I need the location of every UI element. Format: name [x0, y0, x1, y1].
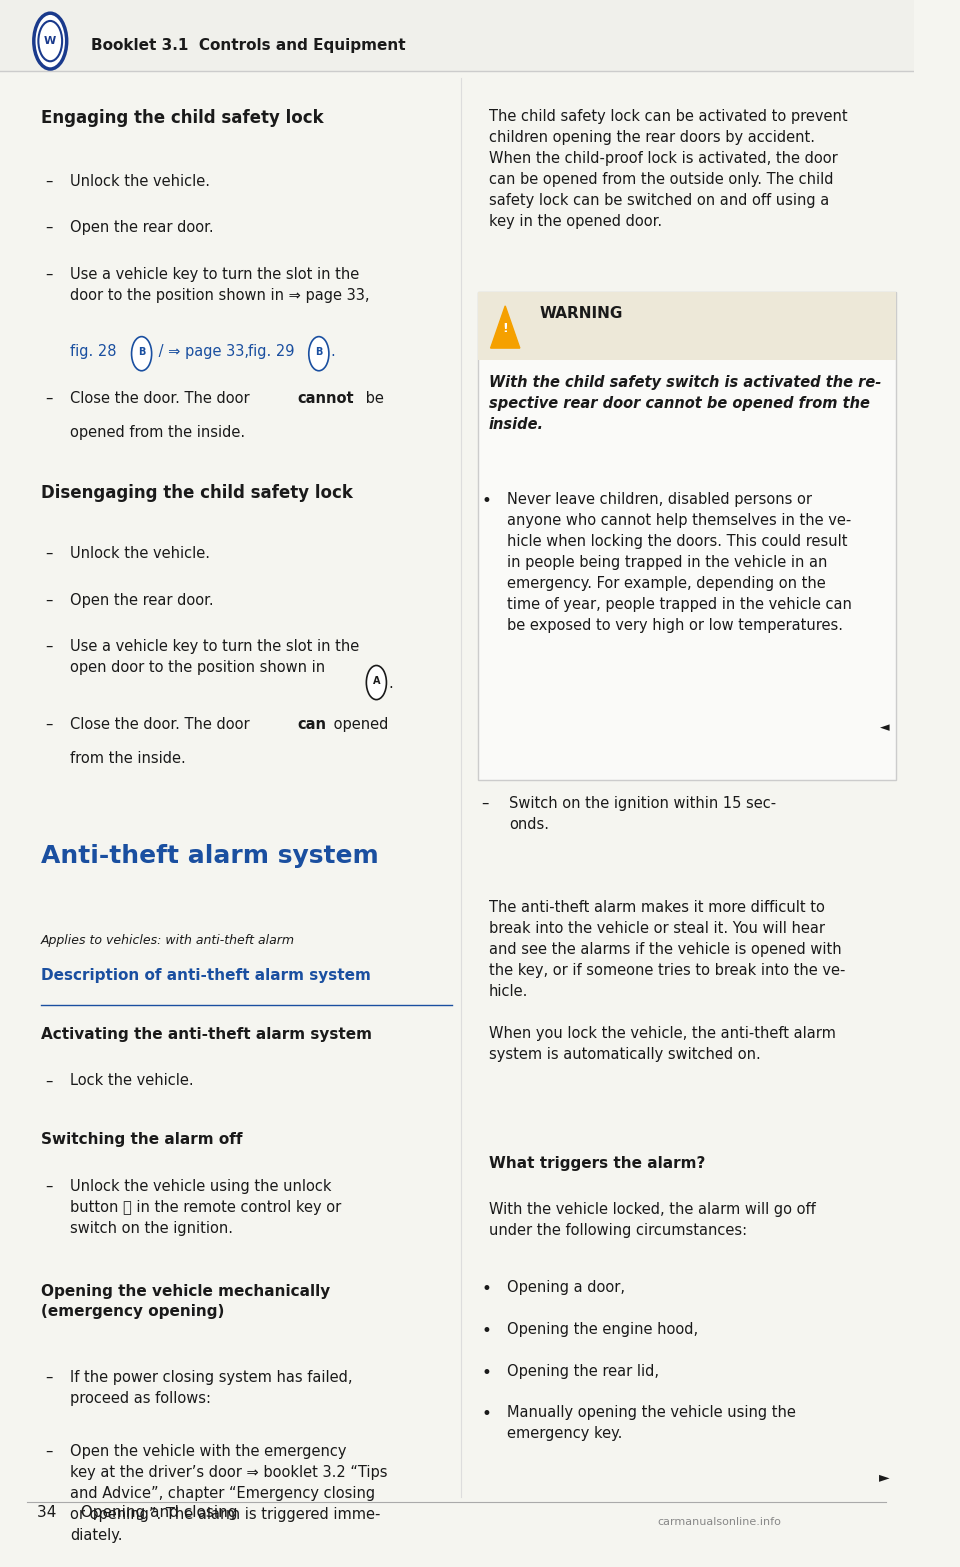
Text: Close the door. The door: Close the door. The door — [70, 390, 254, 406]
Text: opened: opened — [329, 716, 388, 732]
Text: Anti-theft alarm system: Anti-theft alarm system — [41, 845, 379, 868]
Text: Switching the alarm off: Switching the alarm off — [41, 1133, 243, 1147]
Text: Unlock the vehicle.: Unlock the vehicle. — [70, 545, 210, 561]
Text: If the power closing system has failed,
proceed as follows:: If the power closing system has failed, … — [70, 1370, 353, 1406]
Text: –: – — [46, 592, 53, 608]
Text: ►: ► — [878, 1470, 890, 1484]
Text: Open the rear door.: Open the rear door. — [70, 592, 214, 608]
Text: Applies to vehicles: with anti-theft alarm: Applies to vehicles: with anti-theft ala… — [41, 934, 295, 946]
Text: Activating the anti-theft alarm system: Activating the anti-theft alarm system — [41, 1026, 372, 1042]
FancyBboxPatch shape — [478, 291, 897, 360]
Text: •: • — [482, 1321, 492, 1340]
Text: –: – — [46, 174, 53, 188]
Text: What triggers the alarm?: What triggers the alarm? — [489, 1156, 706, 1171]
Circle shape — [132, 337, 152, 371]
Text: B: B — [315, 348, 323, 357]
Text: –: – — [46, 266, 53, 282]
Circle shape — [309, 337, 329, 371]
Text: .: . — [330, 345, 335, 359]
Circle shape — [367, 666, 387, 699]
Text: Opening the rear lid,: Opening the rear lid, — [507, 1363, 659, 1379]
Text: –: – — [46, 1178, 53, 1194]
Text: •: • — [482, 1406, 492, 1423]
Text: fig. 28: fig. 28 — [70, 345, 122, 359]
Text: Never leave children, disabled persons or
anyone who cannot help themselves in t: Never leave children, disabled persons o… — [507, 492, 852, 633]
Text: –: – — [46, 221, 53, 235]
Text: 34     Opening and closing: 34 Opening and closing — [36, 1504, 237, 1520]
Text: With the vehicle locked, the alarm will go off
under the following circumstances: With the vehicle locked, the alarm will … — [489, 1202, 815, 1238]
Polygon shape — [491, 306, 519, 348]
Text: be: be — [361, 390, 384, 406]
Text: •: • — [482, 1280, 492, 1297]
Circle shape — [34, 13, 66, 69]
Text: –: – — [46, 639, 53, 653]
Text: Engaging the child safety lock: Engaging the child safety lock — [41, 108, 324, 127]
Text: –: – — [46, 1073, 53, 1089]
Text: .: . — [388, 677, 393, 691]
Text: B: B — [138, 348, 145, 357]
Text: fig. 29: fig. 29 — [249, 345, 300, 359]
Text: –: – — [46, 390, 53, 406]
Text: •: • — [482, 492, 492, 509]
Text: Open the vehicle with the emergency
key at the driver’s door ⇒ booklet 3.2 “Tips: Open the vehicle with the emergency key … — [70, 1445, 388, 1543]
Text: –: – — [46, 545, 53, 561]
Text: can: can — [297, 716, 325, 732]
Text: Description of anti-theft alarm system: Description of anti-theft alarm system — [41, 968, 371, 983]
Text: Open the rear door.: Open the rear door. — [70, 221, 214, 235]
Text: Booklet 3.1  Controls and Equipment: Booklet 3.1 Controls and Equipment — [91, 38, 406, 53]
Text: !: ! — [502, 323, 508, 335]
FancyBboxPatch shape — [0, 0, 914, 72]
Text: Unlock the vehicle.: Unlock the vehicle. — [70, 174, 210, 188]
Text: carmanualsonline.info: carmanualsonline.info — [658, 1517, 781, 1528]
Text: –: – — [46, 1370, 53, 1385]
Text: Close the door. The door: Close the door. The door — [70, 716, 254, 732]
Text: WARNING: WARNING — [540, 306, 623, 321]
Text: Unlock the vehicle using the unlock
button ⓞ in the remote control key or
switch: Unlock the vehicle using the unlock butt… — [70, 1178, 342, 1236]
Text: With the child safety switch is activated the re-
spective rear door cannot be o: With the child safety switch is activate… — [489, 376, 881, 432]
Text: Use a vehicle key to turn the slot in the
open door to the position shown in: Use a vehicle key to turn the slot in th… — [70, 639, 360, 675]
Text: Use a vehicle key to turn the slot in the
door to the position shown in ⇒ page 3: Use a vehicle key to turn the slot in th… — [70, 266, 370, 302]
Text: from the inside.: from the inside. — [70, 751, 186, 766]
Text: The anti-theft alarm makes it more difficult to
break into the vehicle or steal : The anti-theft alarm makes it more diffi… — [489, 899, 845, 1062]
Text: cannot: cannot — [297, 390, 353, 406]
Text: Opening the vehicle mechanically
(emergency opening): Opening the vehicle mechanically (emerge… — [41, 1285, 330, 1319]
Text: •: • — [482, 1363, 492, 1382]
Text: ◄: ◄ — [879, 721, 889, 735]
Text: –: – — [46, 1445, 53, 1459]
Text: Switch on the ignition within 15 sec-
onds.: Switch on the ignition within 15 sec- on… — [509, 796, 776, 832]
Text: Opening the engine hood,: Opening the engine hood, — [507, 1321, 698, 1337]
Text: Opening a door,: Opening a door, — [507, 1280, 625, 1294]
Text: Manually opening the vehicle using the
emergency key.: Manually opening the vehicle using the e… — [507, 1406, 796, 1442]
Text: –: – — [46, 716, 53, 732]
Circle shape — [38, 20, 62, 61]
Text: A: A — [372, 677, 380, 686]
Text: W: W — [44, 36, 57, 45]
Text: –: – — [482, 796, 489, 810]
Text: Lock the vehicle.: Lock the vehicle. — [70, 1073, 194, 1089]
Text: The child safety lock can be activated to prevent
children opening the rear door: The child safety lock can be activated t… — [489, 108, 848, 229]
Text: Disengaging the child safety lock: Disengaging the child safety lock — [41, 484, 353, 501]
FancyBboxPatch shape — [478, 291, 897, 780]
Text: / ⇒ page 33,: / ⇒ page 33, — [155, 345, 254, 359]
Text: opened from the inside.: opened from the inside. — [70, 425, 246, 440]
